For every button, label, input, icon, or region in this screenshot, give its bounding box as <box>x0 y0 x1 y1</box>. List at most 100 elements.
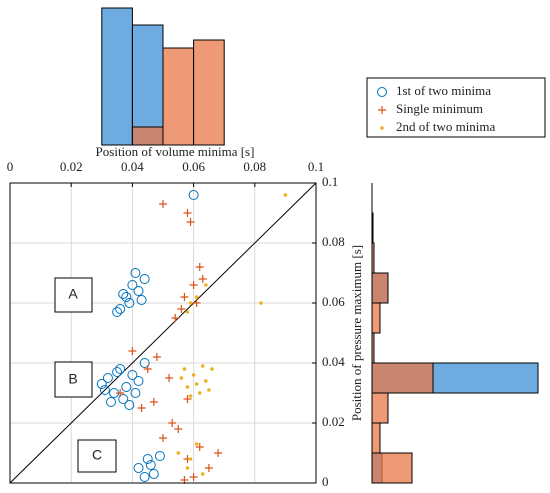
point <box>210 367 214 371</box>
point <box>159 434 167 442</box>
point <box>118 289 129 299</box>
point <box>102 373 113 383</box>
point <box>195 263 204 271</box>
point <box>105 397 116 407</box>
point <box>188 190 199 200</box>
point <box>133 463 144 473</box>
point <box>112 367 123 377</box>
point <box>195 443 204 451</box>
point <box>127 370 138 380</box>
point <box>165 374 174 382</box>
point <box>180 293 189 301</box>
point <box>185 466 190 470</box>
histograms <box>101 7 539 484</box>
point <box>188 394 193 398</box>
point <box>139 274 150 284</box>
histogram-bar <box>131 126 164 146</box>
point <box>207 388 211 392</box>
point <box>116 389 125 397</box>
point <box>112 307 123 317</box>
legend-entries: 1st of two minima Single minimum 2nd of tw… <box>377 83 496 134</box>
point <box>143 365 152 373</box>
point <box>185 310 190 314</box>
points <box>96 190 288 484</box>
point <box>154 451 165 461</box>
legend-marker <box>377 87 387 97</box>
annotation: B <box>68 371 77 387</box>
x-tick-label: 0.04 <box>121 159 144 174</box>
histogram-bar <box>371 392 389 424</box>
point <box>214 449 223 457</box>
point <box>188 301 193 305</box>
point <box>168 419 177 427</box>
x-tick-label: 0.02 <box>60 159 83 174</box>
annotation-box <box>77 439 117 473</box>
point <box>130 268 141 278</box>
y-axis-label: Position of pressure maximum [s] <box>349 245 364 421</box>
point <box>118 394 129 404</box>
annotation: A <box>68 286 78 302</box>
y-tick-label: 0.1 <box>322 174 338 189</box>
point <box>194 382 199 386</box>
point <box>194 442 199 446</box>
y-tick-label: 0.08 <box>322 234 345 249</box>
histogram-bar <box>371 362 434 394</box>
histogram-bar <box>371 272 389 304</box>
point <box>139 472 150 482</box>
point <box>136 295 147 305</box>
legend-label: Single minimum <box>396 101 483 116</box>
point <box>128 347 137 355</box>
legend-label: 2nd of two minima <box>396 119 496 134</box>
point <box>145 460 156 470</box>
point <box>96 379 107 389</box>
point <box>200 364 205 368</box>
point <box>194 295 199 299</box>
point <box>148 469 159 479</box>
point <box>182 367 187 371</box>
x-tick-label: 0.06 <box>182 159 205 174</box>
legend-marker <box>380 126 384 130</box>
point <box>177 305 186 313</box>
histogram-bar <box>371 452 413 484</box>
point <box>115 364 126 374</box>
point <box>133 376 144 386</box>
histogram-bar <box>371 422 381 454</box>
legend <box>366 77 546 138</box>
point <box>192 299 201 307</box>
point <box>189 281 198 289</box>
x-tick-label: 0.1 <box>308 159 324 174</box>
point <box>139 358 150 368</box>
point <box>185 385 190 389</box>
diagonal <box>9 182 317 484</box>
point <box>188 457 193 461</box>
point <box>121 292 132 302</box>
point <box>171 314 180 322</box>
x-axis-label: Position of volume minima [s] <box>96 144 255 159</box>
point <box>204 379 208 383</box>
legend-marker <box>378 106 386 114</box>
point <box>204 464 213 472</box>
point <box>259 301 263 305</box>
point <box>183 209 192 217</box>
point <box>124 400 135 410</box>
point <box>115 304 126 314</box>
annotation-box <box>54 277 93 313</box>
point <box>174 425 183 433</box>
y-tick-label: 0.06 <box>322 294 345 309</box>
y-tick-label: 0.02 <box>322 414 345 429</box>
histogram-bar <box>101 7 133 146</box>
point <box>159 200 167 208</box>
point <box>127 280 138 290</box>
point <box>183 395 192 403</box>
point <box>99 385 110 395</box>
point <box>124 298 135 308</box>
point <box>198 275 207 283</box>
point <box>142 454 153 464</box>
legend-label: 1st of two minima <box>396 83 491 98</box>
point <box>176 451 181 455</box>
point <box>152 353 161 361</box>
point <box>200 472 205 476</box>
annotation: C <box>92 447 102 463</box>
point <box>197 391 202 395</box>
